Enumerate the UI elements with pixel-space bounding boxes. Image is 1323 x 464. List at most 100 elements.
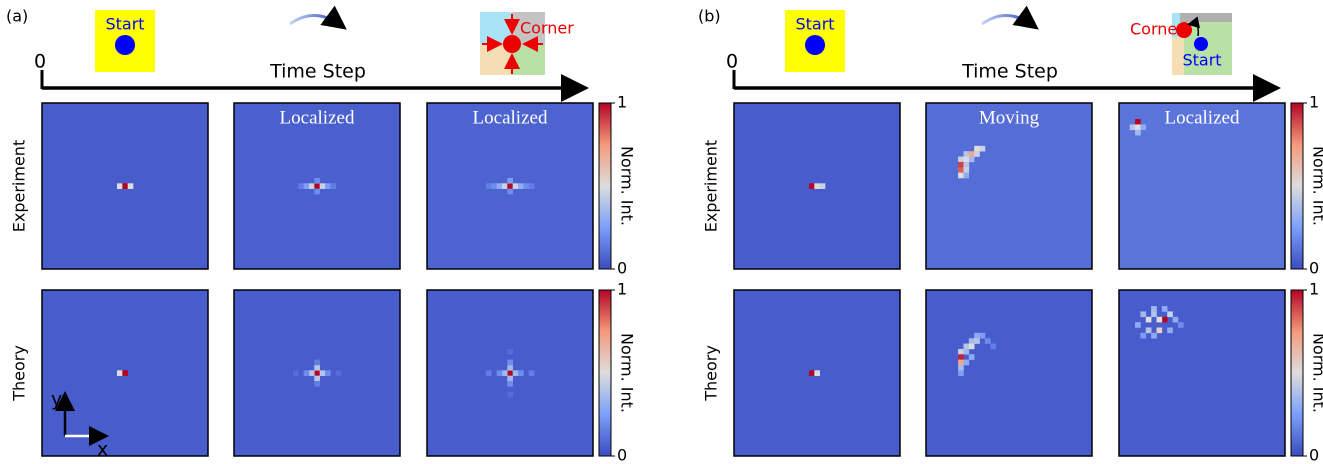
heatmap-cell [507,376,513,382]
heatmap-cell [963,167,969,173]
curved-arrow [982,15,1034,26]
x-axis-label: x [97,439,108,461]
colorbar-label: Norm. Int. [618,333,637,413]
row-label: Experiment [10,140,29,232]
heatmap-cell [304,183,310,189]
heatmap-cell [486,370,492,376]
corner-label: Corner [520,19,574,38]
colorbar-label: Norm. Int. [618,146,637,226]
colorbar [599,290,611,456]
heatmap-cell [809,370,815,376]
heatmap-cell [1140,311,1146,317]
heatmap-cell [507,392,513,398]
heatmap-cell [117,370,123,376]
heatmap-cell [990,344,996,350]
heatmap-cell [497,183,503,189]
colorbar [1291,103,1303,269]
heatmap-cell [1167,327,1173,333]
heatmap-cell [974,151,980,157]
heatmap-cell [314,178,320,184]
heatmap-cell [1140,124,1146,130]
heatmap-cell [298,183,304,189]
row-label: Experiment [702,140,721,232]
heatmap-cell [330,183,336,189]
heatmap-title: Moving [979,107,1040,128]
heatmap-cell [1135,124,1141,130]
corner-icon: Corner [480,12,574,75]
heatmap-cell [507,370,513,376]
heatmap [427,290,593,456]
heatmap-cell [1156,327,1162,333]
heatmap-cell [963,360,969,366]
heatmap-cell [502,370,508,376]
heatmap: Localized [234,103,400,269]
heatmap-background [926,290,1092,456]
heatmap-title: Localized [1165,107,1240,128]
heatmap-cell [320,370,326,376]
heatmap-cell [963,173,969,179]
curved-arrow [290,15,342,26]
start-icon: Start [95,10,155,72]
heatmap-cell [320,183,326,189]
heatmap-cell [117,183,123,189]
colorbar-tick-label: 0 [617,446,627,464]
heatmap-cell [820,183,826,189]
heatmap-cell [963,151,969,157]
heatmap-cell [325,370,331,376]
corner-icon: Corner Start [1130,13,1232,75]
heatmap-cell [1135,130,1141,136]
heatmap-cell [1130,124,1136,130]
heatmap-cell [1173,317,1179,323]
heatmap [734,290,900,456]
heatmap-cell [507,178,513,184]
heatmap-cell [518,370,524,376]
heatmap [926,290,1092,456]
colorbar-label: Norm. Int. [1310,146,1323,226]
heatmap-cell [985,338,991,344]
heatmap-cell [1162,306,1168,312]
colorbar-tick-label: 1 [617,93,627,112]
colorbar-tick-label: 1 [1309,93,1319,112]
heatmap-cell [122,183,128,189]
time-axis-label: Time Step [269,61,366,83]
heatmap-cell [958,365,964,371]
heatmap-cell [507,349,513,355]
heatmap-cell [336,370,342,376]
heatmap-cell [507,189,513,195]
heatmap-cell [529,183,535,189]
start-label: Start [795,15,834,34]
colorbar-label: Norm. Int. [1310,333,1323,413]
heatmap [42,103,208,269]
heatmap-cell [974,146,980,152]
heatmap-cell [1135,322,1141,328]
heatmap-cell [969,338,975,344]
heatmap: Moving [926,103,1092,269]
figure: Start Corner Start Corner Start (a)0Time… [0,0,1323,464]
heatmap-cell [958,370,964,376]
heatmap-cell [969,344,975,350]
heatmap-cell [963,162,969,168]
heatmap-cell [314,360,320,366]
heatmap-cell [814,183,820,189]
heatmap-cell [963,349,969,355]
heatmap-cell [1151,311,1157,317]
heatmap-cell [122,370,128,376]
heatmap-cell [513,370,519,376]
time-origin: 0 [726,51,738,73]
colorbar-tick-label: 0 [1309,446,1319,464]
heatmap-cell [958,162,964,168]
heatmap-cell [969,157,975,163]
heatmap-cell [1151,333,1157,339]
heatmap-cell [963,344,969,350]
heatmap-cell [980,146,986,152]
heatmap-cell [314,183,320,189]
heatmap-cell [980,333,986,339]
heatmap-cell [293,370,299,376]
heatmap-cell [1140,333,1146,339]
colorbar-tick-label: 1 [1309,280,1319,299]
heatmap-cell [1156,317,1162,323]
start-icon: Start [785,10,845,72]
y-axis-label: y [51,389,62,411]
corner-label: Corner [1130,20,1184,39]
heatmap-cell [513,183,519,189]
